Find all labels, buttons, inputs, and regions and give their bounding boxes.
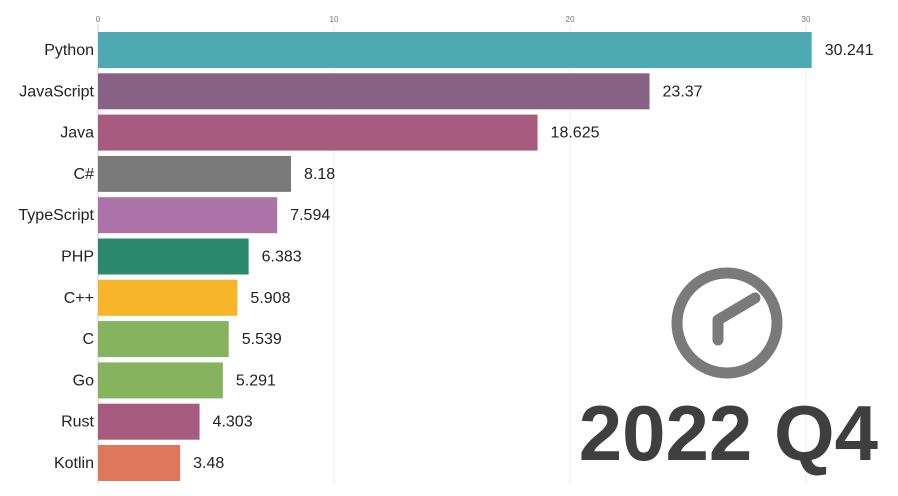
value-label: 3.48 — [193, 455, 224, 472]
bar-python — [98, 32, 812, 68]
value-label: 4.303 — [213, 414, 253, 431]
x-axis-ticks: 0 10 20 30 — [96, 15, 811, 24]
bar-c- — [98, 155, 292, 192]
category-labels: Python JavaScript Java C# TypeScript PHP C++ C G… — [18, 42, 94, 472]
value-label: 7.594 — [290, 207, 330, 224]
value-label: 30.241 — [825, 42, 874, 59]
category-label: Rust — [61, 414, 94, 431]
bar-c — [98, 321, 229, 358]
category-label: C# — [74, 166, 95, 183]
bar-java — [98, 114, 538, 151]
bar-typescript — [98, 197, 278, 234]
x-tick-label: 30 — [802, 15, 811, 24]
category-label: C — [82, 331, 94, 348]
category-label: TypeScript — [18, 207, 94, 224]
value-labels: 30.241 23.37 18.625 8.18 7.594 6.383 5.908 5.53… — [193, 42, 874, 472]
bar-php — [98, 238, 249, 275]
value-label: 5.908 — [250, 290, 290, 307]
category-label: Python — [44, 42, 94, 59]
category-label: Kotlin — [54, 455, 94, 472]
value-label: 6.383 — [262, 249, 302, 266]
bar-rust — [98, 403, 200, 440]
category-label: PHP — [61, 249, 94, 266]
period-label: 2022 Q4 — [579, 389, 878, 477]
category-label: Go — [73, 372, 94, 389]
bar-go — [98, 362, 223, 399]
value-label: 5.539 — [242, 331, 282, 348]
x-tick-label: 10 — [330, 15, 339, 24]
bar-c- — [98, 279, 238, 316]
clock-icon — [671, 267, 783, 379]
value-label: 23.37 — [663, 83, 703, 100]
bars — [98, 32, 812, 481]
bar-kotlin — [98, 445, 181, 481]
category-label: Java — [60, 125, 94, 142]
value-label: 8.18 — [304, 166, 335, 183]
x-tick-label: 0 — [96, 15, 101, 24]
category-label: JavaScript — [19, 83, 94, 100]
value-label: 5.291 — [236, 372, 276, 389]
value-label: 18.625 — [551, 125, 600, 142]
x-tick-label: 20 — [566, 15, 575, 24]
category-label: C++ — [64, 290, 94, 307]
bar-javascript — [98, 73, 650, 110]
